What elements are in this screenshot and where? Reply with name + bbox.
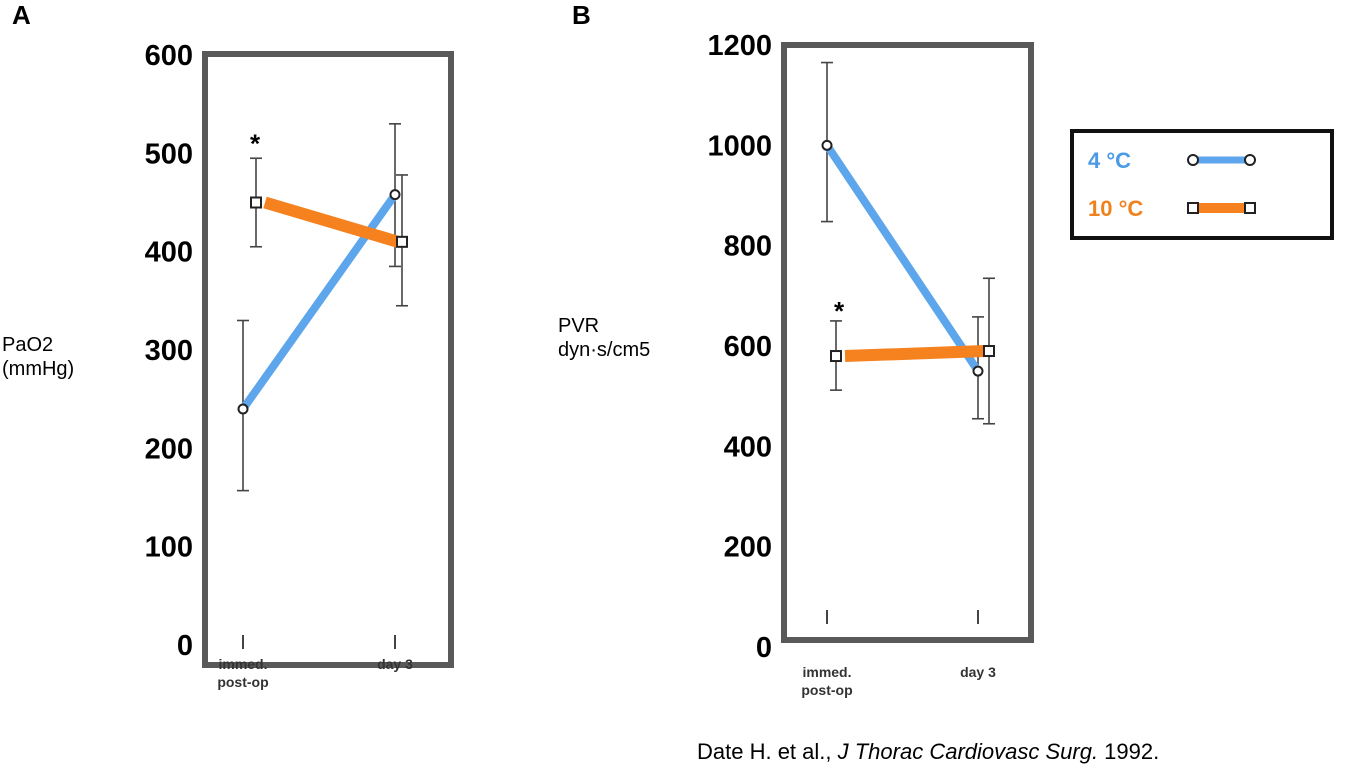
legend: 4 °C 10 °C xyxy=(1070,129,1334,240)
y-tick-label: 600 xyxy=(145,40,193,72)
y-axis-label-line: dyn·s/cm5 xyxy=(558,339,650,361)
series-4c-line xyxy=(823,143,982,374)
y-tick-label: 400 xyxy=(145,237,193,269)
x-tick-label: immed. post-op xyxy=(217,656,268,690)
y-tick-label: 800 xyxy=(724,231,772,263)
legend-label: 10 °C xyxy=(1088,196,1143,221)
series-10c-line xyxy=(263,196,400,248)
series-10c-point xyxy=(250,196,262,209)
citation-year: 1992. xyxy=(1098,739,1160,764)
y-tick-label: 200 xyxy=(724,532,772,564)
series-4c-point xyxy=(972,365,984,377)
plot-frame xyxy=(781,42,1034,643)
x-tick-label-line: immed. xyxy=(802,664,851,680)
y-tick-label: 500 xyxy=(145,138,193,170)
panel-b: B PVR dyn·s/cm5 0 200 400 600 800 1000 1200 immed.… xyxy=(558,0,1034,698)
legend-marker xyxy=(1187,154,1199,166)
y-tick-label: 1200 xyxy=(707,30,772,62)
x-tick-label-line: immed. xyxy=(218,656,267,672)
series-4c-point xyxy=(389,189,401,201)
panel-letter: A xyxy=(12,0,31,30)
y-tick-label: 400 xyxy=(724,431,772,463)
series-4c-point xyxy=(237,403,249,415)
series-10c-line xyxy=(844,345,986,363)
panel-a: A PaO2 (mmHg) 0 100 200 300 400 500 600 immed. post… xyxy=(2,0,454,690)
significance-marker: * xyxy=(250,129,261,159)
series-10c-point xyxy=(396,235,408,248)
x-tick-label: day 3 xyxy=(960,664,996,680)
legend-marker xyxy=(1187,202,1199,214)
x-tick-label: immed. post-op xyxy=(801,664,852,698)
legend-label: 4 °C xyxy=(1088,148,1131,173)
citation-authors: Date H. et al., xyxy=(697,739,838,764)
x-tick-label-line: post-op xyxy=(217,674,268,690)
y-tick-label: 200 xyxy=(145,433,193,465)
y-axis-label: PVR dyn·s/cm5 xyxy=(558,315,650,361)
y-tick-label: 1000 xyxy=(707,130,772,162)
series-4c-point xyxy=(821,139,833,151)
x-tick-label-line: day 3 xyxy=(960,664,996,680)
y-axis-label-line: PVR xyxy=(558,315,599,337)
y-axis-label: PaO2 (mmHg) xyxy=(2,334,74,380)
y-tick-label: 0 xyxy=(756,632,772,664)
y-axis-label-line: PaO2 xyxy=(2,334,53,356)
y-axis-label-line: (mmHg) xyxy=(2,358,74,380)
legend-box xyxy=(1070,129,1334,240)
y-tick-label: 0 xyxy=(177,630,193,662)
series-10c-point xyxy=(830,350,842,363)
legend-marker xyxy=(1244,154,1256,166)
significance-marker: * xyxy=(834,296,845,326)
legend-marker xyxy=(1244,202,1256,214)
panel-letter: B xyxy=(572,0,591,30)
y-tick-label: 100 xyxy=(145,532,193,564)
x-tick-label: day 3 xyxy=(377,656,413,672)
x-tick-label-line: day 3 xyxy=(377,656,413,672)
plot-frame xyxy=(202,51,454,668)
x-tick-label-line: post-op xyxy=(801,682,852,698)
citation: Date H. et al., J Thorac Cardiovasc Surg… xyxy=(697,739,1159,765)
series-4c-line xyxy=(239,192,399,412)
series-10c-point xyxy=(983,345,995,358)
y-tick-label: 300 xyxy=(145,335,193,367)
citation-journal: J Thorac Cardiovasc Surg. xyxy=(837,739,1099,764)
y-tick-label: 600 xyxy=(724,331,772,363)
